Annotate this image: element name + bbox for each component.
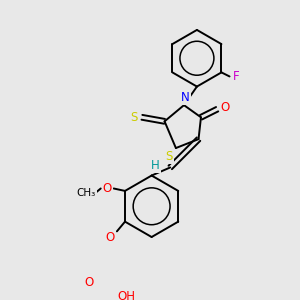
Text: O: O [106,231,115,244]
Text: S: S [166,150,173,163]
Text: O: O [220,101,230,114]
Text: S: S [130,111,137,124]
Text: N: N [181,91,190,103]
Text: O: O [103,182,112,195]
Text: CH₃: CH₃ [76,188,96,197]
Text: F: F [233,70,239,83]
Text: H: H [151,159,160,172]
Text: O: O [85,276,94,289]
Text: OH: OH [118,290,136,300]
